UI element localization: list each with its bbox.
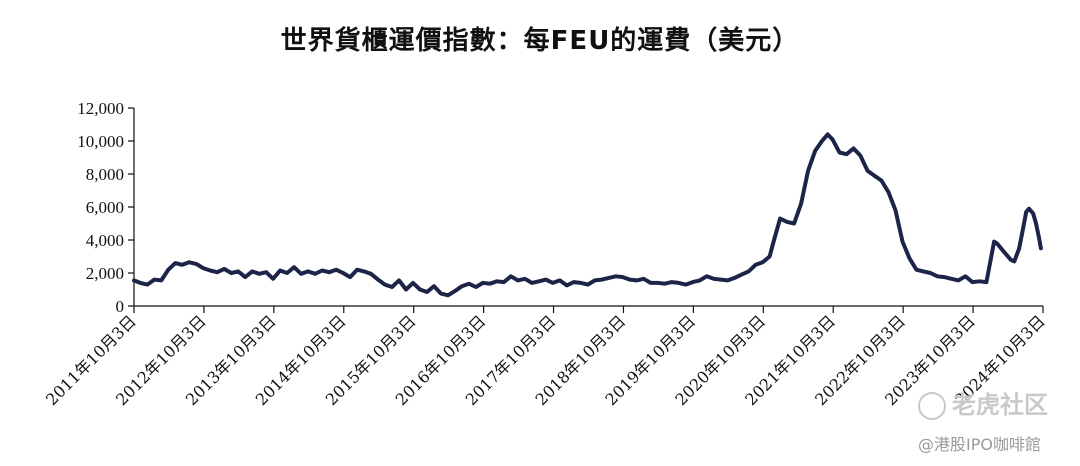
watermark-brand: 老虎社区 xyxy=(952,391,1048,419)
tiger-logo-icon xyxy=(918,392,946,420)
x-axis: 2011年10月3日2012年10月3日2013年10月3日2014年10月3日… xyxy=(42,305,1049,409)
y-tick-label: 12,000 xyxy=(77,99,124,118)
y-tick-label: 4,000 xyxy=(86,231,124,250)
y-tick-label: 6,000 xyxy=(86,198,124,217)
series-layer xyxy=(132,132,1043,298)
watermark-logo: 老虎社区 xyxy=(918,385,1048,420)
y-tick-label: 8,000 xyxy=(86,165,124,184)
chart-title: 世界貨櫃運價指數：每FEU的運費（美元） xyxy=(280,26,800,56)
series-line xyxy=(132,132,1043,298)
y-tick-label: 2,000 xyxy=(86,264,124,283)
y-tick-label: 0 xyxy=(116,297,125,316)
watermark-account: @港股IPO咖啡館 xyxy=(918,435,1041,454)
y-tick-label: 10,000 xyxy=(77,132,124,151)
y-axis: 0 2,000 4,000 6,000 8,000 10,000 12,000 xyxy=(77,99,135,316)
